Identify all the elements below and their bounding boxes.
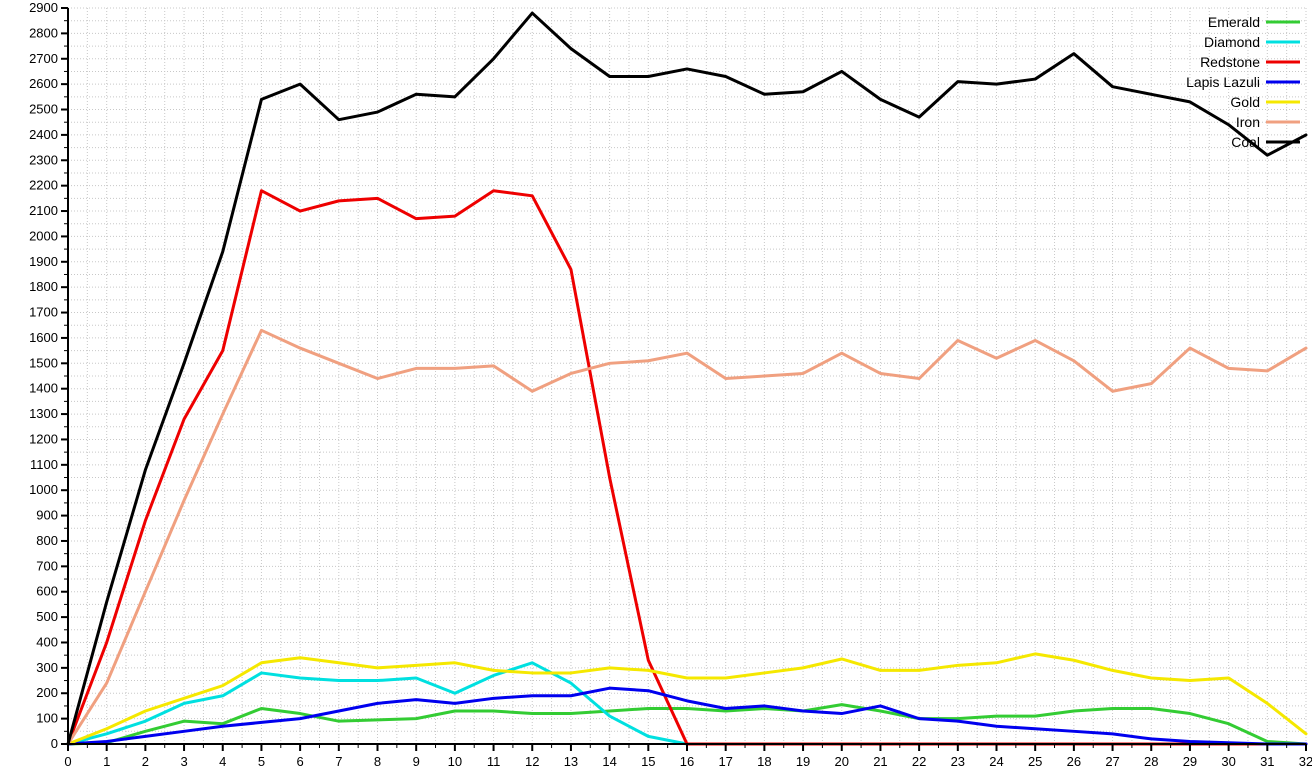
y-tick-label: 2900 (29, 0, 58, 15)
y-tick-label: 900 (36, 508, 58, 523)
y-tick-label: 300 (36, 660, 58, 675)
y-tick-label: 2300 (29, 152, 58, 167)
y-tick-label: 1500 (29, 355, 58, 370)
x-tick-label: 15 (641, 754, 655, 769)
x-tick-label: 18 (757, 754, 771, 769)
y-tick-label: 2000 (29, 228, 58, 243)
y-tick-label: 2500 (29, 102, 58, 117)
x-tick-label: 9 (413, 754, 420, 769)
ore-distribution-chart: 0123456789101112131415161718192021222324… (0, 0, 1312, 775)
legend-label: Emerald (1208, 14, 1260, 30)
y-tick-label: 1300 (29, 406, 58, 421)
y-tick-label: 2200 (29, 178, 58, 193)
x-tick-label: 10 (448, 754, 462, 769)
y-tick-label: 1000 (29, 482, 58, 497)
y-tick-label: 500 (36, 609, 58, 624)
x-tick-label: 24 (989, 754, 1003, 769)
x-tick-label: 27 (1105, 754, 1119, 769)
y-tick-label: 1900 (29, 254, 58, 269)
x-tick-label: 1 (103, 754, 110, 769)
legend-label: Iron (1236, 114, 1260, 130)
x-tick-label: 7 (335, 754, 342, 769)
x-tick-label: 2 (142, 754, 149, 769)
x-tick-label: 22 (912, 754, 926, 769)
x-tick-label: 31 (1260, 754, 1274, 769)
x-tick-label: 0 (64, 754, 71, 769)
y-tick-label: 2600 (29, 76, 58, 91)
y-tick-label: 400 (36, 634, 58, 649)
x-tick-label: 29 (1183, 754, 1197, 769)
y-tick-label: 200 (36, 685, 58, 700)
x-tick-label: 19 (796, 754, 810, 769)
y-tick-label: 100 (36, 711, 58, 726)
y-tick-label: 2100 (29, 203, 58, 218)
y-tick-label: 2800 (29, 25, 58, 40)
x-tick-label: 25 (1028, 754, 1042, 769)
x-tick-label: 6 (297, 754, 304, 769)
y-tick-label: 800 (36, 533, 58, 548)
chart-svg: 0123456789101112131415161718192021222324… (0, 0, 1312, 775)
legend-label: Lapis Lazuli (1186, 74, 1260, 90)
x-tick-label: 23 (951, 754, 965, 769)
y-tick-label: 1100 (30, 457, 58, 472)
x-tick-label: 4 (219, 754, 226, 769)
x-tick-label: 8 (374, 754, 381, 769)
x-tick-label: 28 (1144, 754, 1158, 769)
y-tick-label: 1700 (29, 305, 58, 320)
legend-label: Gold (1230, 94, 1260, 110)
legend-label: Redstone (1200, 54, 1260, 70)
y-tick-label: 1400 (29, 381, 58, 396)
y-tick-label: 600 (36, 584, 58, 599)
x-tick-label: 21 (873, 754, 887, 769)
y-tick-label: 1800 (29, 279, 58, 294)
x-tick-label: 26 (1067, 754, 1081, 769)
y-tick-label: 1200 (29, 431, 58, 446)
y-tick-label: 2400 (29, 127, 58, 142)
y-tick-label: 1600 (29, 330, 58, 345)
y-tick-label: 700 (36, 558, 58, 573)
x-tick-label: 17 (718, 754, 732, 769)
x-tick-label: 32 (1299, 754, 1312, 769)
legend-label: Diamond (1204, 34, 1260, 50)
x-tick-label: 14 (602, 754, 616, 769)
x-tick-label: 12 (525, 754, 539, 769)
x-tick-label: 20 (835, 754, 849, 769)
x-tick-label: 13 (564, 754, 578, 769)
legend-label: Coal (1231, 134, 1260, 150)
x-tick-label: 5 (258, 754, 265, 769)
y-tick-label: 2700 (29, 51, 58, 66)
x-tick-label: 16 (680, 754, 694, 769)
x-tick-label: 11 (487, 754, 501, 769)
x-tick-label: 3 (180, 754, 187, 769)
x-tick-label: 30 (1221, 754, 1235, 769)
y-tick-label: 0 (51, 736, 58, 751)
